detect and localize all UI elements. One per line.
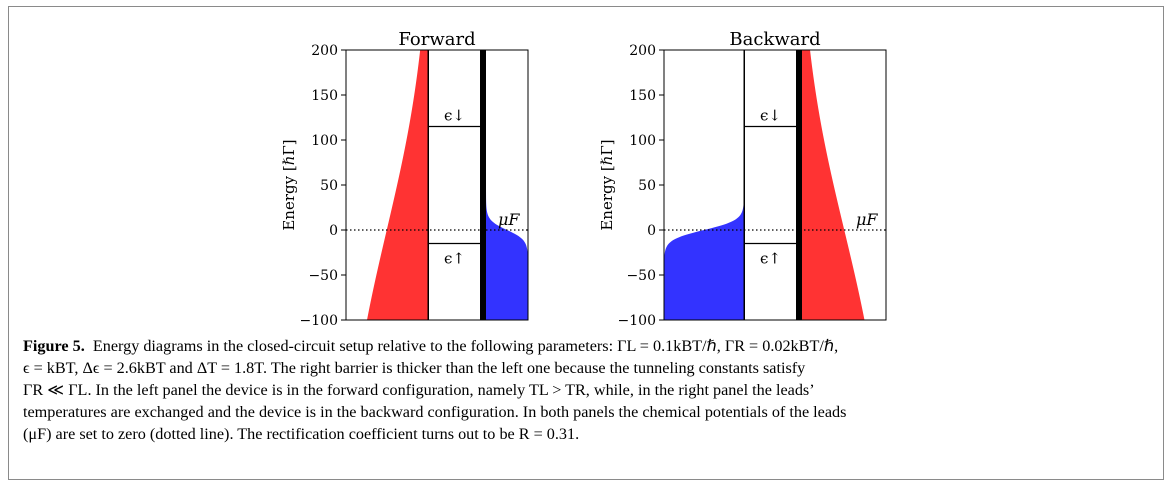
y-axis-label: Energy [ℏΓ] [598,139,616,230]
backward-panel: −100 −50 0 50 100 150 200 Backward ϵ↓ ϵ↑ μF En… [598,29,887,329]
right-barrier [480,50,486,320]
y-ticks: −100 −50 0 50 100 150 200 [300,43,346,329]
y-tick-label: 100 [629,133,656,149]
figure-frame [8,6,1164,480]
y-tick-label: −50 [308,268,338,284]
y-tick-label: 200 [629,43,656,59]
caption-line: ϵ = kBT, Δϵ = 2.6kBT and ΔT = 1.8T. The … [23,359,806,377]
forward-panel: −100 −50 0 50 100 150 200 Forward ϵ↓ ϵ↑ μF Ene… [280,29,529,329]
right-barrier [796,50,802,320]
y-tick-label: 0 [647,223,656,239]
y-tick-label: −100 [618,313,656,329]
y-tick-label: 150 [311,88,338,104]
mu-label: μF [856,210,878,229]
caption-line: Figure 5. Energy diagrams in the closed-… [23,335,1153,357]
y-tick-label: −50 [626,268,656,284]
left-lead-distribution [664,50,744,320]
y-ticks: −100 −50 0 50 100 150 200 [618,43,664,329]
level-upper-label: ϵ↓ [760,107,781,125]
left-barrier [427,50,429,320]
y-tick-label: 100 [311,133,338,149]
caption-line: (μF) are set to zero (dotted line). The … [23,425,580,443]
caption-line: ΓR ≪ ΓL. In the left panel the device is… [23,381,815,399]
left-lead-distribution [367,50,428,320]
panel-title: Backward [729,29,820,50]
level-lower-label: ϵ↑ [444,250,465,268]
caption-text: Energy diagrams in the closed-circuit se… [92,337,839,355]
y-tick-label: 50 [638,178,656,194]
y-tick-label: −100 [300,313,338,329]
y-axis-label: Energy [ℏΓ] [280,139,298,230]
level-lower-label: ϵ↑ [760,250,781,268]
caption-line: temperatures are exchanged and the devic… [23,403,847,421]
panel-title: Forward [398,29,475,50]
y-tick-label: 200 [311,43,338,59]
figure-panels: −100 −50 0 50 100 150 200 Forward ϵ↓ ϵ↑ μF Ene… [280,29,887,329]
level-upper-label: ϵ↓ [444,107,465,125]
caption-label: Figure 5. [23,337,85,355]
right-lead-distribution [802,50,865,320]
y-tick-label: 50 [320,178,338,194]
mu-label: μF [498,210,520,229]
left-barrier [743,50,745,320]
y-tick-label: 150 [629,88,656,104]
right-lead-distribution [486,50,528,320]
y-tick-label: 0 [329,223,338,239]
figure-caption: Figure 5. Energy diagrams in the closed-… [23,335,1153,445]
